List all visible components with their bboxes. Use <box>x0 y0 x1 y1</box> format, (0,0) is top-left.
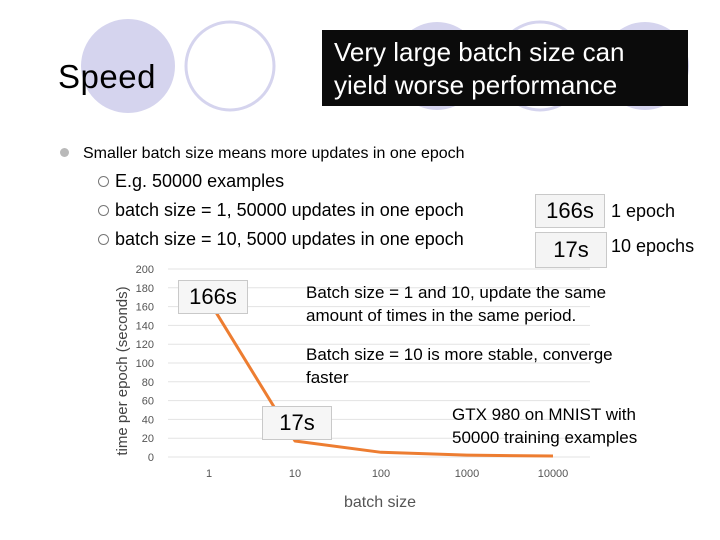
y-tick-label: 160 <box>136 302 154 314</box>
note-hardware: GTX 980 on MNIST with 50000 training exa… <box>452 403 637 449</box>
y-axis-label: time per epoch (seconds) <box>114 286 131 455</box>
sub-bullet-text: batch size = 10, 5000 updates in one epo… <box>115 229 464 249</box>
note-more-stable: Batch size = 10 is more stable, converge… <box>306 343 613 389</box>
chart-callout-166s: 166s <box>178 280 248 314</box>
x-tick-label: 10 <box>289 468 301 480</box>
ring-bullet-icon <box>98 205 109 216</box>
series-line <box>207 300 554 458</box>
ring-circle-left <box>184 20 276 112</box>
main-bullet: Smaller batch size means more updates in… <box>60 145 465 163</box>
main-bullet-text: Smaller batch size means more updates in… <box>83 145 465 162</box>
y-tick-label: 20 <box>142 433 154 445</box>
y-tick-label: 60 <box>142 396 154 408</box>
note-line: GTX 980 on MNIST with <box>452 405 636 424</box>
x-tick-label: 10000 <box>538 468 569 480</box>
chart-callout-17s: 17s <box>262 406 332 440</box>
sub-bullet-2: batch size = 1, 50000 updates in one epo… <box>98 200 464 221</box>
callout-box: Very large batch size can yield worse pe… <box>322 30 688 106</box>
time-label-1-epoch: 1 epoch <box>611 201 676 221</box>
y-tick-label: 120 <box>136 339 154 351</box>
sub-bullet-1: E.g. 50000 examples <box>98 171 284 192</box>
y-tick-label: 100 <box>136 358 154 370</box>
y-tick-label: 140 <box>136 320 154 332</box>
x-tick-label: 100 <box>372 468 390 480</box>
time-label-10-epochs: 10 epochs <box>611 236 695 256</box>
y-tick-label: 80 <box>142 377 154 389</box>
note-line: Batch size = 1 and 10, update the same <box>306 283 607 302</box>
note-line: Batch size = 10 is more stable, converge <box>306 345 613 364</box>
sub-bullet-text: batch size = 1, 50000 updates in one epo… <box>115 200 464 220</box>
y-tick-label: 0 <box>148 452 154 464</box>
sub-bullet-text: E.g. 50000 examples <box>115 171 285 191</box>
y-tick-label: 200 <box>136 264 154 276</box>
x-axis-label: batch size <box>344 494 416 511</box>
note-line: 50000 training examples <box>452 428 638 447</box>
time-box-10-epochs: 17s <box>535 232 607 268</box>
sub-bullet-3: batch size = 10, 5000 updates in one epo… <box>98 229 464 250</box>
x-tick-label: 1000 <box>455 468 479 480</box>
callout-line-1: Very large batch size can <box>334 37 625 67</box>
y-tick-labels: 0 20 40 60 80 100 120 140 160 180 200 <box>136 264 154 464</box>
ring-bullet-icon <box>98 234 109 245</box>
slide-title: Speed <box>58 58 156 95</box>
bullet-dot-icon <box>60 148 69 157</box>
batch-size-chart: 0 20 40 60 80 100 120 140 160 180 200 1 10 100 1000 10… <box>114 264 590 511</box>
time-box-1-epoch: 166s <box>535 194 605 228</box>
x-tick-label: 1 <box>206 468 212 480</box>
note-same-updates: Batch size = 1 and 10, update the same a… <box>306 281 606 327</box>
x-tick-labels: 1 10 100 1000 10000 <box>206 468 568 480</box>
note-line: faster <box>306 368 349 387</box>
y-tick-label: 40 <box>142 414 154 426</box>
ring-bullet-icon <box>98 176 109 187</box>
callout-line-2: yield worse performance <box>334 70 618 100</box>
y-tick-label: 180 <box>136 283 154 295</box>
note-line: amount of times in the same period. <box>306 306 577 325</box>
filled-circle-left <box>81 19 175 113</box>
